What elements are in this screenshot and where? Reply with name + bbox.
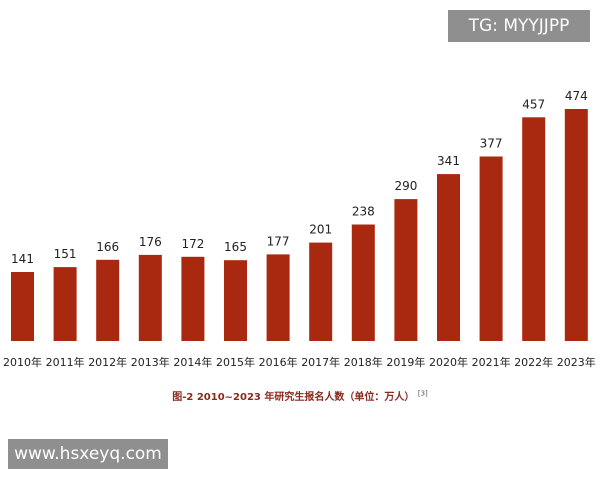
value-label-10: 341 bbox=[437, 154, 460, 168]
x-label-13: 2023年 bbox=[557, 355, 596, 369]
x-label-2: 2012年 bbox=[88, 355, 127, 369]
site-watermark: www.hsxeyq.com bbox=[8, 439, 168, 469]
value-label-12: 457 bbox=[522, 97, 545, 111]
bar-10 bbox=[437, 174, 460, 341]
bar-3 bbox=[138, 254, 162, 341]
x-labels-group: 2010年 2011年 2012年 2013年 2014年 2015年 2016年 2017年… bbox=[3, 355, 596, 369]
caption-reference: [3] bbox=[417, 389, 428, 398]
value-label-3: 176 bbox=[139, 235, 162, 249]
bar-6 bbox=[266, 254, 290, 341]
value-label-11: 377 bbox=[480, 137, 503, 151]
x-label-3: 2013年 bbox=[131, 355, 170, 369]
x-label-1: 2011年 bbox=[46, 355, 85, 369]
x-label-0: 2010年 bbox=[3, 355, 42, 369]
value-label-4: 172 bbox=[181, 237, 204, 251]
caption-text: 图-2 2010~2023 年研究生报名人数（单位：万人） bbox=[172, 392, 415, 403]
x-label-8: 2018年 bbox=[344, 355, 383, 369]
value-label-8: 238 bbox=[352, 205, 375, 219]
chart-caption: 图-2 2010~2023 年研究生报名人数（单位：万人） [3] bbox=[0, 388, 600, 403]
value-label-1: 151 bbox=[54, 247, 77, 261]
x-label-5: 2015年 bbox=[216, 355, 255, 369]
telegram-watermark: TG: MYYJJPP bbox=[448, 10, 590, 42]
value-label-13: 474 bbox=[565, 89, 588, 103]
bar-8 bbox=[351, 224, 375, 341]
value-label-0: 141 bbox=[11, 252, 34, 266]
bar-0 bbox=[11, 272, 34, 341]
x-label-10: 2020年 bbox=[429, 355, 468, 369]
bar-7 bbox=[309, 242, 333, 341]
x-label-9: 2019年 bbox=[386, 355, 425, 369]
bar-11 bbox=[479, 156, 503, 341]
bars-group bbox=[11, 109, 588, 341]
x-label-4: 2014年 bbox=[173, 355, 212, 369]
bar-13 bbox=[564, 109, 588, 341]
bar-2 bbox=[96, 259, 120, 341]
value-label-5: 165 bbox=[224, 240, 247, 254]
bar-1 bbox=[53, 267, 77, 341]
bar-4 bbox=[181, 256, 205, 341]
bar-12 bbox=[522, 117, 546, 341]
value-label-6: 177 bbox=[267, 234, 290, 248]
x-label-11: 2021年 bbox=[472, 355, 511, 369]
value-label-9: 290 bbox=[394, 179, 417, 193]
x-label-12: 2022年 bbox=[514, 355, 553, 369]
bar-9 bbox=[394, 199, 418, 341]
x-label-7: 2017年 bbox=[301, 355, 340, 369]
value-label-7: 201 bbox=[309, 223, 332, 237]
value-label-2: 166 bbox=[96, 240, 119, 254]
x-label-6: 2016年 bbox=[259, 355, 298, 369]
value-labels-group: 141 151 166 176 172 165 177 201 238 290 341 377 457 4… bbox=[11, 89, 588, 266]
bar-5 bbox=[224, 260, 247, 341]
